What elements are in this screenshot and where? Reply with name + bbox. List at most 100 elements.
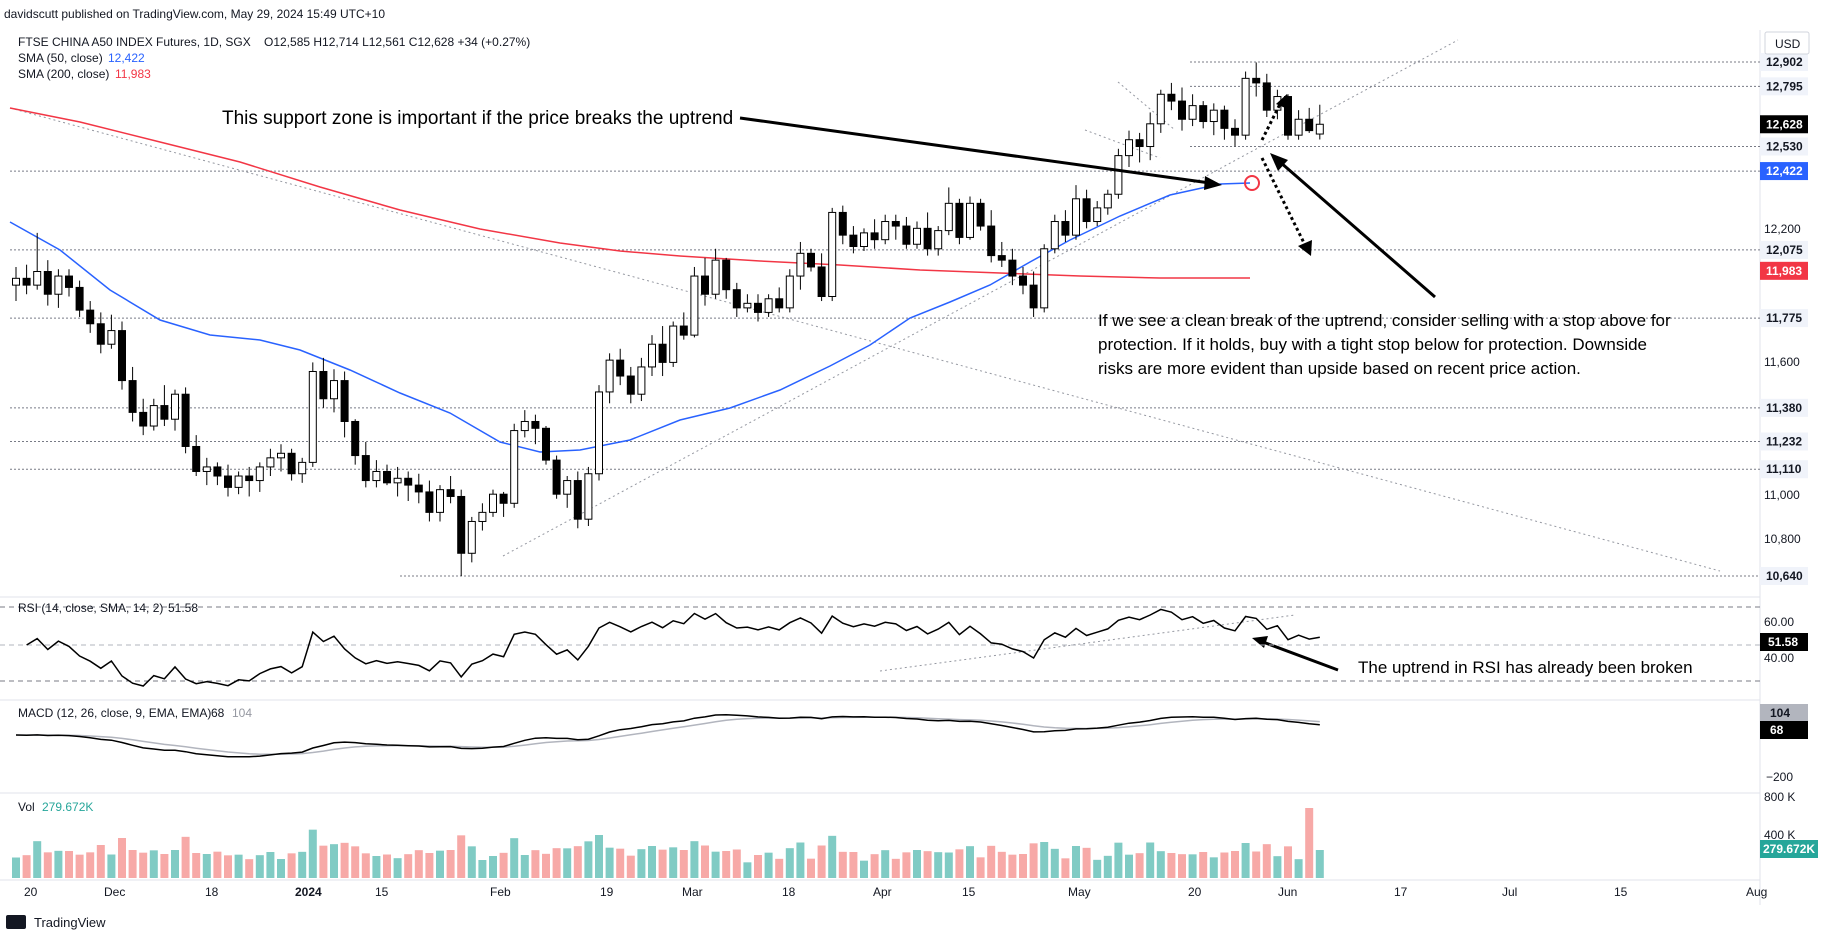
candle[interactable] bbox=[1008, 259, 1017, 277]
candle[interactable] bbox=[234, 475, 243, 488]
uptrend-line[interactable] bbox=[502, 39, 1459, 557]
candle[interactable] bbox=[881, 221, 890, 241]
candle[interactable] bbox=[722, 259, 731, 291]
candle[interactable] bbox=[1029, 284, 1038, 309]
candle[interactable] bbox=[266, 457, 275, 468]
candle[interactable] bbox=[743, 302, 752, 309]
candle[interactable] bbox=[118, 330, 126, 382]
candle[interactable] bbox=[563, 480, 572, 495]
candle[interactable] bbox=[12, 277, 20, 286]
candle[interactable] bbox=[96, 323, 105, 345]
price-label-box[interactable] bbox=[1760, 567, 1808, 585]
candle[interactable] bbox=[732, 289, 741, 309]
candle[interactable] bbox=[658, 343, 667, 363]
long-downtrend-line[interactable] bbox=[9, 107, 1721, 572]
price-label-box[interactable] bbox=[1760, 460, 1808, 479]
price-label-box[interactable] bbox=[1760, 398, 1808, 417]
candle[interactable] bbox=[139, 411, 148, 427]
candle[interactable] bbox=[43, 271, 52, 295]
candle[interactable] bbox=[923, 227, 932, 250]
candle[interactable] bbox=[308, 370, 317, 463]
candle[interactable] bbox=[1061, 221, 1070, 236]
symbol-title[interactable]: FTSE CHINA A50 INDEX Futures, 1D, SGX bbox=[18, 35, 251, 49]
volume-legend-label[interactable]: Vol bbox=[18, 800, 35, 814]
candle[interactable] bbox=[319, 370, 328, 400]
candle[interactable] bbox=[499, 493, 508, 504]
candle[interactable] bbox=[1209, 109, 1218, 123]
candle[interactable] bbox=[1231, 127, 1239, 136]
candle[interactable] bbox=[1072, 198, 1080, 236]
price-label-box[interactable] bbox=[1760, 115, 1808, 134]
candle[interactable] bbox=[1220, 109, 1229, 129]
tradingview-logo[interactable]: TradingView bbox=[6, 915, 106, 930]
candle[interactable] bbox=[425, 491, 434, 513]
candle[interactable] bbox=[149, 405, 158, 427]
price-label-box[interactable] bbox=[1760, 137, 1808, 156]
candle[interactable] bbox=[351, 420, 360, 457]
currency-badge[interactable] bbox=[1764, 31, 1810, 55]
sma200-legend-label[interactable]: SMA (200, close) bbox=[18, 67, 109, 81]
candle[interactable] bbox=[457, 495, 466, 554]
candle[interactable] bbox=[817, 266, 826, 298]
time-axis[interactable]: 20 Dec 18 2024 15 Feb 19 Mar 18 Apr 15 May 20 Jun 17 Ju… bbox=[24, 885, 1767, 899]
candle[interactable] bbox=[1262, 82, 1271, 111]
candle[interactable] bbox=[838, 211, 847, 236]
candle[interactable] bbox=[1040, 248, 1049, 309]
candle[interactable] bbox=[520, 420, 529, 432]
candle[interactable] bbox=[1093, 207, 1102, 223]
candle[interactable] bbox=[1156, 93, 1165, 125]
candle[interactable] bbox=[796, 252, 805, 277]
support-touch-circle[interactable] bbox=[1244, 175, 1260, 191]
candle[interactable] bbox=[372, 470, 381, 482]
candle[interactable] bbox=[224, 475, 232, 488]
candle[interactable] bbox=[955, 202, 964, 238]
candle[interactable] bbox=[944, 202, 953, 232]
candle[interactable] bbox=[383, 470, 391, 484]
candle[interactable] bbox=[1135, 139, 1144, 148]
macd-path[interactable] bbox=[15, 713, 1320, 758]
candle[interactable] bbox=[775, 298, 784, 309]
candle[interactable] bbox=[828, 211, 837, 298]
candle[interactable] bbox=[849, 234, 858, 248]
candle[interactable] bbox=[1294, 118, 1303, 136]
candle[interactable] bbox=[128, 380, 137, 413]
candle[interactable] bbox=[807, 252, 815, 268]
candle[interactable] bbox=[584, 473, 593, 520]
candle[interactable] bbox=[213, 466, 222, 477]
candle[interactable] bbox=[542, 427, 550, 461]
candle[interactable] bbox=[1199, 105, 1208, 123]
candle[interactable] bbox=[171, 393, 179, 420]
candle[interactable] bbox=[1019, 275, 1027, 286]
price-label-box[interactable] bbox=[1760, 240, 1808, 259]
candle[interactable] bbox=[701, 275, 709, 295]
candle[interactable] bbox=[1167, 93, 1176, 102]
downside-projection-arrow[interactable] bbox=[1260, 157, 1307, 246]
candle[interactable] bbox=[785, 275, 794, 309]
candle[interactable] bbox=[33, 271, 42, 286]
candle[interactable] bbox=[330, 380, 338, 400]
candle[interactable] bbox=[298, 461, 307, 475]
candle[interactable] bbox=[976, 202, 985, 227]
candle[interactable] bbox=[637, 366, 646, 395]
candle[interactable] bbox=[202, 466, 211, 472]
candle[interactable] bbox=[1188, 105, 1197, 120]
price-label-box[interactable] bbox=[1760, 77, 1808, 96]
candle[interactable] bbox=[65, 275, 73, 288]
sma50-legend-label[interactable]: SMA (50, close) bbox=[18, 51, 103, 65]
rsi-path[interactable] bbox=[26, 608, 1320, 687]
candle[interactable] bbox=[1114, 155, 1123, 195]
candle[interactable] bbox=[902, 225, 911, 245]
candle[interactable] bbox=[22, 277, 31, 286]
candle[interactable] bbox=[1315, 123, 1324, 135]
candle[interactable] bbox=[997, 255, 1006, 261]
candle[interactable] bbox=[626, 375, 635, 395]
price-label-box[interactable] bbox=[1760, 162, 1808, 181]
candle[interactable] bbox=[1050, 221, 1059, 250]
candle[interactable] bbox=[1103, 193, 1112, 209]
candle[interactable] bbox=[414, 484, 423, 493]
candle[interactable] bbox=[393, 477, 402, 484]
price-axis[interactable]: 12,20011,60011,40011,00010,80012,90212,7… bbox=[1760, 53, 1818, 858]
candle[interactable] bbox=[711, 259, 720, 295]
candle[interactable] bbox=[340, 380, 349, 422]
